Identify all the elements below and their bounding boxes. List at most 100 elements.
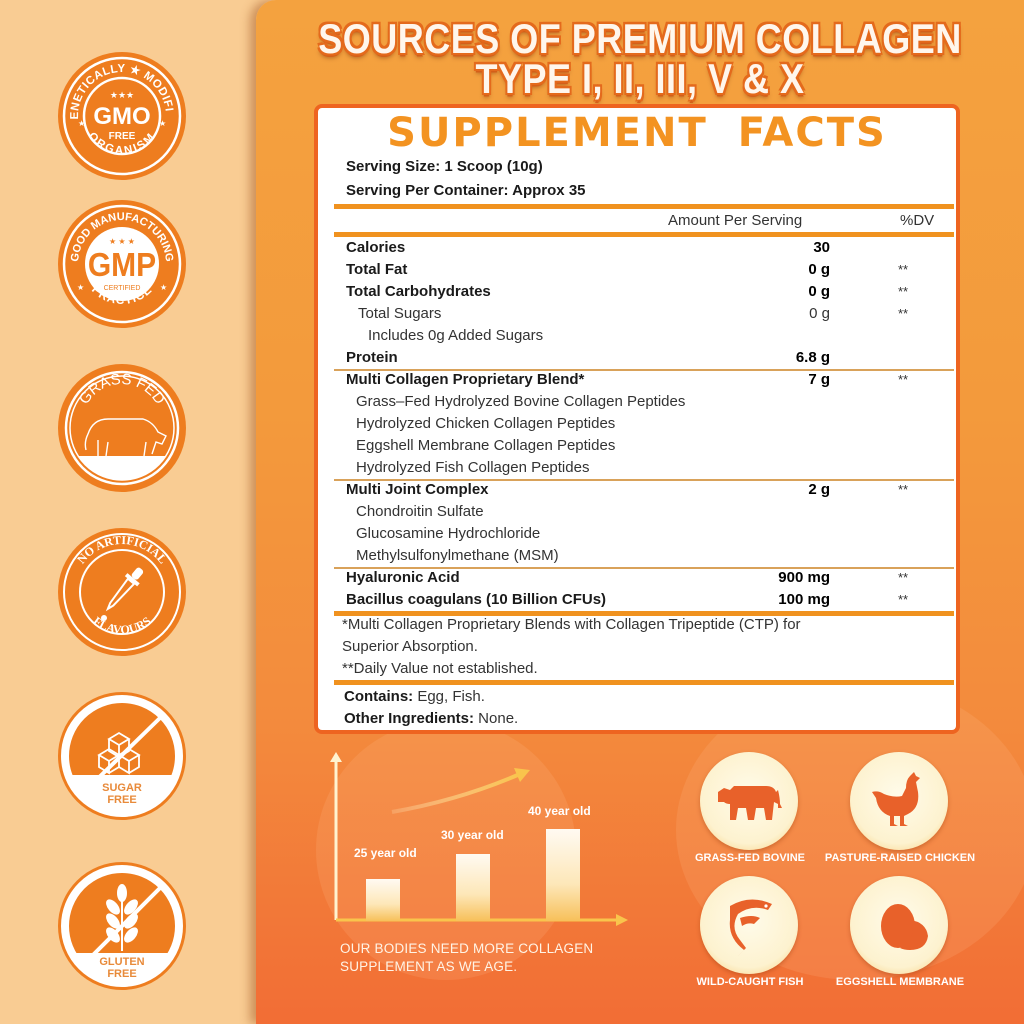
- nutrient-name: Total Fat: [346, 261, 408, 278]
- chart-bar-30: [456, 854, 490, 921]
- source-label: WILD-CAUGHT FISH: [696, 976, 804, 988]
- headline-line-2: TYPE I, II, III, V & X: [475, 54, 805, 102]
- divider: [334, 232, 954, 237]
- serving-size: Serving Size: 1 Scoop (10g): [346, 158, 543, 175]
- gmp-certified-badge: GOOD MANUFACTURING PRACTICE ★ ★ ★ GMP CE…: [58, 200, 186, 328]
- grass-fed-cow-icon: GRASS FED: [64, 370, 180, 486]
- nutrient-amount: 6.8 g: [795, 349, 830, 366]
- source-label: EGGSHELL MEMBRANE: [835, 976, 965, 988]
- divider: [334, 479, 954, 481]
- contains-value: Egg, Fish.: [413, 688, 485, 705]
- nutrient-amount: 0 g: [808, 261, 830, 278]
- nutrient-dv: **: [898, 284, 909, 299]
- svg-text:★ ★ ★: ★ ★ ★: [109, 237, 135, 246]
- source-bovine: [700, 752, 798, 850]
- contains-label: Contains:: [344, 688, 414, 705]
- chart-bar-25: [366, 879, 400, 921]
- nutrient-name: Multi Collagen Proprietary Blend*: [346, 371, 585, 388]
- chart-label-25: 25 year old: [354, 846, 417, 860]
- other-ingredients-line: Other Ingredients: None.: [344, 710, 518, 727]
- svg-text:★: ★: [78, 119, 85, 128]
- other-ingredients-value: None.: [474, 710, 519, 727]
- divider: [334, 204, 954, 209]
- svg-text:GMP: GMP: [88, 246, 156, 284]
- nutrient-dv: **: [898, 570, 909, 585]
- svg-text:GRASS FED: GRASS FED: [76, 371, 169, 408]
- ingredient: Hydrolyzed Fish Collagen Peptides: [356, 459, 590, 476]
- wheat-icon: GLUTEN FREE: [67, 871, 177, 981]
- dropper-icon: NO ARTIFICIAL FLAVOURS: [63, 533, 181, 651]
- egg-icon: [881, 904, 928, 950]
- sugar-cubes-icon: SUGAR FREE: [67, 701, 177, 811]
- nutrient-name: Total Sugars: [358, 305, 442, 322]
- source-egg: [850, 876, 948, 974]
- ingredient: Eggshell Membrane Collagen Peptides: [356, 437, 616, 454]
- other-ingredients-label: Other Ingredients:: [344, 710, 475, 727]
- amount-per-serving-header: Amount Per Serving: [668, 212, 803, 229]
- cow-icon: [718, 786, 782, 820]
- divider: [334, 567, 954, 569]
- svg-text:FREE: FREE: [109, 131, 136, 142]
- chart-label-40: 40 year old: [528, 804, 591, 818]
- nutrient-dv: **: [898, 306, 909, 321]
- headline-line-1: SOURCES OF PREMIUM COLLAGEN: [318, 14, 962, 63]
- nutrient-amount: 0 g: [808, 283, 830, 300]
- nutrient-name: Includes 0g Added Sugars: [368, 327, 544, 344]
- divider: [334, 369, 954, 371]
- nutrient-name: Multi Joint Complex: [346, 481, 489, 498]
- svg-text:★★★: ★★★: [110, 90, 134, 100]
- ingredient: Chondroitin Sulfate: [356, 503, 484, 520]
- gmo-free-badge: GENETICALLY ★ MODIFIED ORGANISM ★★★ GMO …: [58, 52, 186, 180]
- source-label: GRASS-FED BOVINE: [694, 852, 805, 864]
- ingredient: Methylsulfonylmethane (MSM): [356, 547, 559, 564]
- svg-text:★: ★: [159, 119, 166, 128]
- no-artificial-flavours-badge: NO ARTIFICIAL FLAVOURS: [58, 528, 186, 656]
- nutrient-name: Hyaluronic Acid: [346, 569, 460, 586]
- chart-bar-40: [546, 829, 580, 921]
- badge-column: GENETICALLY ★ MODIFIED ORGANISM ★★★ GMO …: [0, 0, 250, 1024]
- nutrient-name: Total Carbohydrates: [346, 283, 491, 300]
- svg-text:★: ★: [77, 283, 84, 292]
- source-fish: [700, 876, 798, 974]
- nutrient-name: Calories: [346, 239, 406, 256]
- nutrient-amount: 7 g: [808, 371, 830, 388]
- svg-text:FREE: FREE: [107, 794, 136, 806]
- supplement-facts-panel: SUPPLEMENT FACTS Serving Size: 1 Scoop (…: [314, 104, 960, 734]
- gmo-badge-icon: GENETICALLY ★ MODIFIED ORGANISM ★★★ GMO …: [58, 52, 182, 176]
- svg-text:CERTIFIED: CERTIFIED: [104, 285, 141, 292]
- source-label: PASTURE-RAISED CHICKEN: [824, 852, 976, 864]
- nutrient-amount: 100 mg: [778, 591, 830, 608]
- nutrient-amount: 0 g: [809, 305, 830, 322]
- divider: [334, 680, 954, 685]
- divider: [334, 611, 954, 616]
- grass-fed-badge: GRASS FED: [58, 364, 186, 492]
- nutrient-dv: **: [898, 262, 909, 277]
- dv-header: %DV: [900, 212, 935, 229]
- chart-label-30: 30 year old: [441, 828, 504, 842]
- nutrient-amount: 2 g: [808, 481, 830, 498]
- supplement-facts-title: SUPPLEMENT FACTS: [387, 110, 887, 156]
- svg-text:FLAVOURS: FLAVOURS: [91, 614, 154, 637]
- nutrient-name: Bacillus coagulans (10 Billion CFUs): [346, 591, 607, 608]
- nutrient-dv: **: [898, 482, 909, 497]
- ingredient: Glucosamine Hydrochloride: [356, 525, 541, 542]
- source-chicken: [850, 752, 948, 850]
- chicken-icon: [872, 772, 920, 826]
- footnote-dv: **Daily Value not established.: [342, 660, 538, 677]
- svg-text:SUGAR: SUGAR: [102, 782, 142, 794]
- svg-text:★: ★: [160, 283, 167, 292]
- ingredient: Hydrolyzed Chicken Collagen Peptides: [356, 415, 616, 432]
- gmp-badge-icon: GOOD MANUFACTURING PRACTICE ★ ★ ★ GMP CE…: [62, 204, 182, 324]
- svg-text:GLUTEN: GLUTEN: [99, 956, 144, 968]
- sugar-free-badge: SUGAR FREE: [58, 692, 186, 820]
- svg-text:FREE: FREE: [107, 968, 136, 980]
- nutrient-amount: 30: [813, 239, 830, 256]
- svg-text:GMO: GMO: [93, 103, 150, 130]
- gluten-free-badge: GLUTEN FREE: [58, 862, 186, 990]
- contains-line: Contains: Egg, Fish.: [344, 688, 485, 705]
- chart-caption-line-2: SUPPLEMENT AS WE AGE.: [340, 959, 518, 974]
- nutrient-name: Protein: [346, 349, 398, 366]
- servings-per-container: Serving Per Container: Approx 35: [346, 182, 586, 199]
- background-decoration: [316, 720, 576, 980]
- nutrient-amount: 900 mg: [778, 569, 830, 586]
